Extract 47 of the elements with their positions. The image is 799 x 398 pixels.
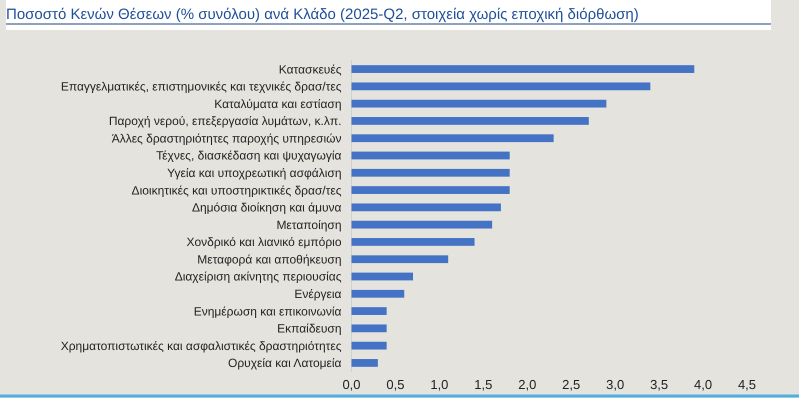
bar	[352, 307, 387, 315]
x-tick-label: 0,0	[342, 377, 361, 392]
bar	[352, 359, 378, 367]
bar	[352, 65, 694, 73]
y-tick-label: Μεταφορά και αποθήκευση	[197, 252, 342, 266]
y-tick-label: Χονδρικό και λιανικό εμπόριο	[186, 235, 342, 250]
y-tick-label: Χρηματοπιστωτικές και ασφαλιστικές δραστηριότητες	[60, 338, 342, 353]
bar	[352, 134, 554, 142]
bar	[352, 152, 510, 160]
y-tick-label: Άλλες δραστηριότητες παροχής υπηρεσιών	[112, 131, 342, 146]
x-tick-label: 2,0	[518, 377, 536, 392]
bar	[352, 100, 606, 108]
y-tick-label: Διοικητικές και υποστηρικτικές δρασ/τες	[132, 183, 342, 198]
bar	[352, 272, 414, 280]
y-tick-label: Καταλύματα και εστίαση	[214, 96, 342, 111]
bar	[352, 324, 387, 332]
bar	[352, 290, 404, 298]
bar	[352, 255, 448, 264]
y-tick-label: Ορυχεία και Λατομεία	[228, 356, 342, 370]
bar	[352, 203, 501, 212]
x-tick-label: 0,5	[386, 377, 404, 392]
y-tick-label: Τέχνες, διασκέδαση και ψυχαγωγία	[156, 148, 342, 163]
bar	[352, 82, 650, 90]
x-tick-label: 4,5	[738, 377, 756, 392]
y-tick-label: Εκπαίδευση	[277, 322, 342, 336]
x-tick-label: 3,0	[606, 377, 624, 392]
bar	[352, 186, 510, 194]
x-tick-label: 1,0	[430, 377, 448, 392]
bar	[352, 220, 492, 229]
y-tick-label: Ενέργεια	[294, 286, 342, 301]
x-tick-label: 2,5	[562, 377, 580, 392]
y-tick-label: Υγεία και υποχρεωτική ασφάλιση	[167, 166, 342, 180]
y-tick-label: Διαχείριση ακίνητης περιουσίας	[174, 270, 342, 284]
y-tick-label: Παροχή νερού, επεξεργασία λυμάτων, κ.λπ.	[108, 114, 342, 128]
bar	[352, 238, 475, 246]
y-tick-label: Μεταποίηση	[276, 218, 342, 232]
y-tick-label: Επαγγελματικές, επιστημονικές και τεχνικές δρασ/τες	[60, 80, 342, 94]
chart-title: Ποσοστό Κενών Θέσεων (% συνόλου) ανά Κλάδο (2025-Q2, στοιχεία χωρίς εποχική διόρθωση)	[6, 6, 639, 23]
y-tick-label: Κατασκευές	[278, 62, 342, 76]
bar	[352, 117, 589, 125]
bar	[352, 168, 510, 177]
y-tick-label: Δημόσια διοίκηση και άμυνα	[192, 200, 342, 215]
bar	[352, 342, 387, 350]
x-tick-label: 3,5	[650, 377, 668, 392]
x-tick-label: 4,0	[694, 377, 712, 392]
y-tick-label: Ενημέρωση και επικοινωνία	[194, 304, 342, 318]
x-tick-label: 1,5	[474, 377, 492, 392]
